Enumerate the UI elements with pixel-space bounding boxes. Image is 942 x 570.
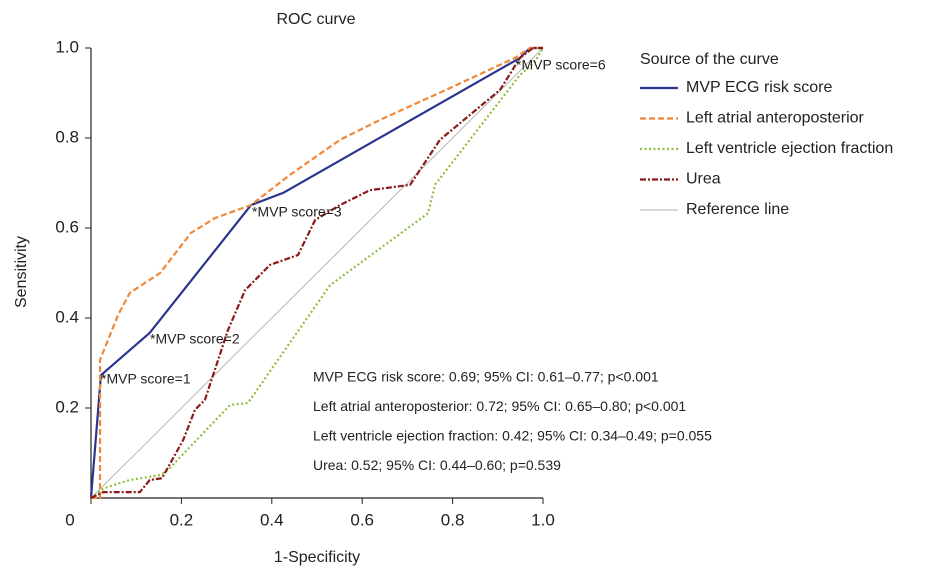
point-annotation: *MVP score=6 <box>516 57 606 73</box>
x-tick-label: 0.8 <box>441 510 465 529</box>
y-tick-label: 0.4 <box>55 307 79 326</box>
point-annotation: *MVP score=3 <box>252 204 342 220</box>
legend-label: Urea <box>686 171 721 188</box>
stat-text: Urea: 0.52; 95% CI: 0.44–0.60; p=0.539 <box>313 457 561 473</box>
legend-label: MVP ECG risk score <box>686 79 833 96</box>
x-tick-label: 0 <box>65 510 74 529</box>
point-annotation: *MVP score=1 <box>101 371 191 387</box>
legend-label: Reference line <box>686 201 789 218</box>
roc-line <box>90 46 543 499</box>
stat-text: Left ventricle ejection fraction: 0.42; … <box>313 428 712 444</box>
y-tick-label: 0.6 <box>55 217 79 236</box>
y-tick-label: 1.0 <box>55 37 79 56</box>
legend-label: Left atrial anteroposterior <box>686 110 865 127</box>
y-tick-label: 0.8 <box>55 127 79 146</box>
y-axis-label: Sensitivity <box>13 236 30 308</box>
x-tick-label: 0.4 <box>260 510 284 529</box>
x-tick-label: 0.2 <box>170 510 194 529</box>
legend-title: Source of the curve <box>640 51 779 68</box>
stat-text: MVP ECG risk score: 0.69; 95% CI: 0.61–0… <box>313 369 659 385</box>
roc-line <box>90 47 544 499</box>
x-tick-label: 1.0 <box>531 510 555 529</box>
y-tick-label: 0.2 <box>55 397 79 416</box>
stat-text: Left atrial anteroposterior: 0.72; 95% C… <box>313 398 686 414</box>
legend-label: Left ventricle ejection fraction <box>686 140 893 157</box>
x-tick-label: 0.6 <box>350 510 374 529</box>
x-axis-label: 1-Specificity <box>274 549 360 566</box>
roc-line <box>91 46 543 500</box>
point-annotation: *MVP score=2 <box>150 331 240 347</box>
chart-title: ROC curve <box>276 11 355 28</box>
